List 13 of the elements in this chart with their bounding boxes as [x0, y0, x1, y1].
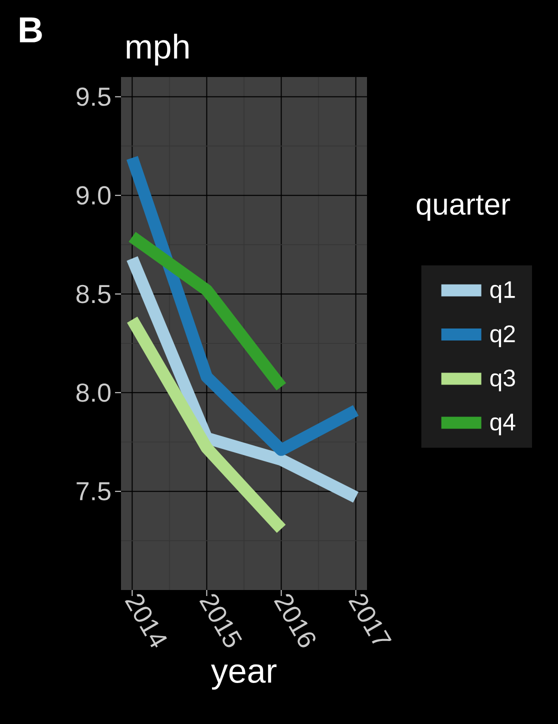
- y-tick-label: 8.0: [76, 383, 110, 402]
- x-axis-title: year: [211, 664, 276, 690]
- legend-label: q3: [490, 370, 515, 392]
- y-tick-label: 9.5: [76, 88, 110, 106]
- legend-label: q2: [490, 325, 515, 348]
- chart-title: mph: [126, 34, 188, 66]
- y-tick-label: 8.5: [76, 284, 110, 304]
- y-tick-label: 7.5: [76, 482, 110, 500]
- y-tick-label: 9.0: [76, 186, 110, 205]
- legend-title: quarter: [416, 195, 510, 221]
- legend-label: q1: [490, 281, 515, 303]
- text: B: [20, 18, 42, 42]
- legend-label: q4: [490, 414, 516, 436]
